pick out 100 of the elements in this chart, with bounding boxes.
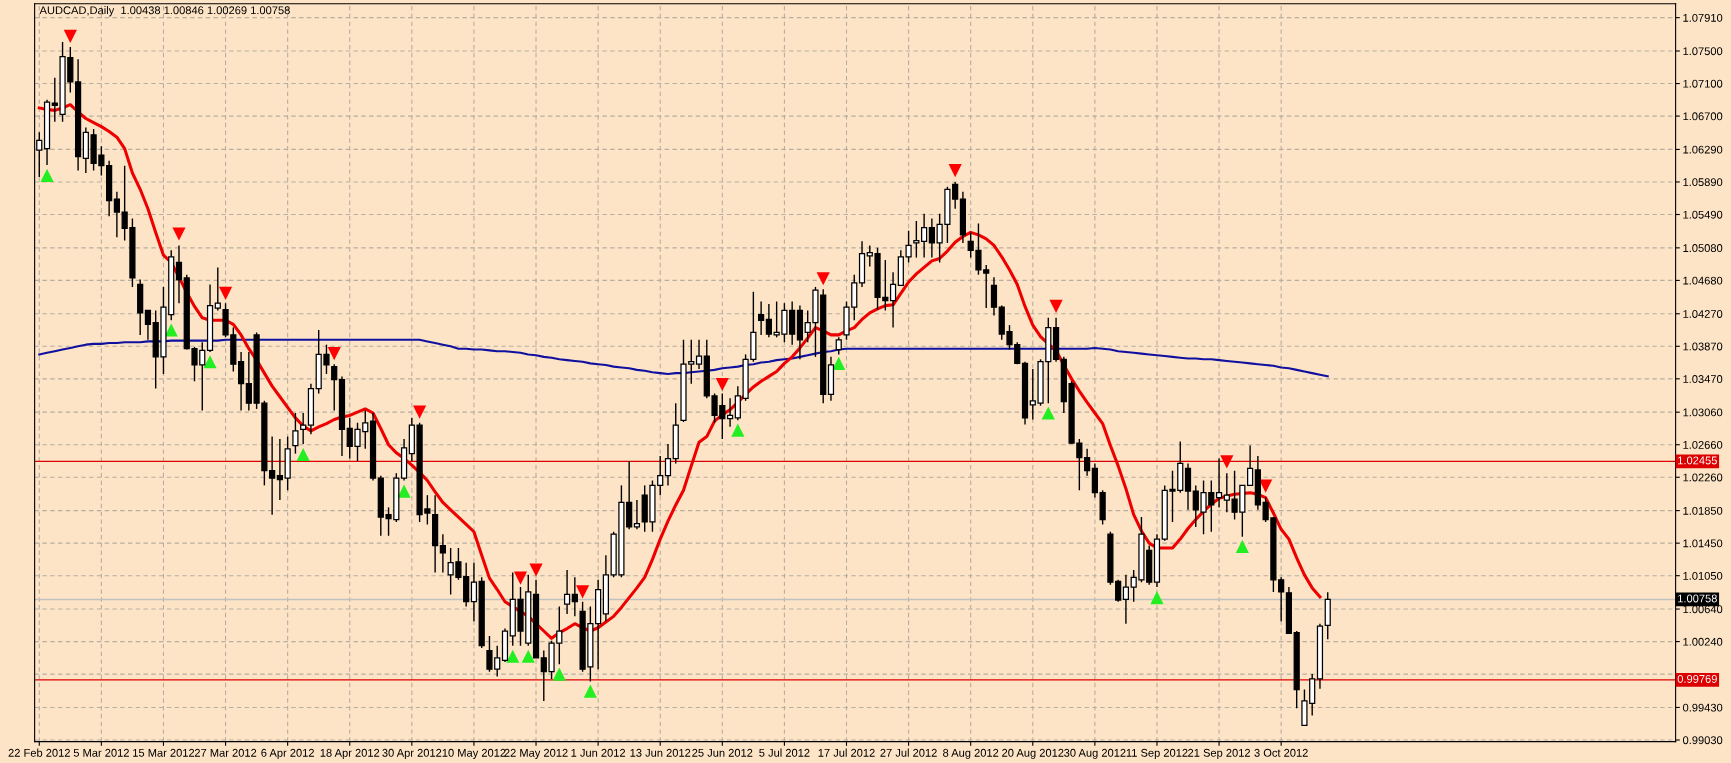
y-tick-label: 1.02260	[1683, 473, 1723, 482]
x-tick-label: 17 Jul 2012	[818, 748, 875, 757]
point	[296, 447, 310, 462]
line-series	[38, 338, 1329, 378]
x-tick-label: 21 Sep 2012	[1188, 748, 1251, 759]
candlestick	[571, 576, 578, 618]
point	[552, 667, 566, 681]
point	[397, 484, 411, 498]
point	[506, 649, 520, 663]
y-tick-label: 1.03060	[1683, 408, 1723, 417]
point	[63, 29, 77, 43]
y-tick-label: 1.03470	[1683, 375, 1723, 383]
y-tick-label: 1.04680	[1683, 276, 1723, 285]
candlestick	[664, 443, 672, 487]
candlestick	[765, 303, 772, 339]
x-tick-label: 6 Apr 2012	[261, 748, 314, 759]
y-tick-label: 0.99030	[1682, 736, 1723, 745]
x-tick-label: 5 Mar 2012	[73, 748, 129, 757]
x-tick-label: 3 Oct 2012	[1254, 748, 1308, 757]
point	[203, 355, 217, 369]
y-tick-label: 1.06290	[1683, 145, 1723, 154]
chart-title: AUDCAD,Daily 1.00438 1.00846 1.00269 1.00758	[39, 6, 290, 17]
candlestick	[175, 244, 183, 304]
point	[413, 405, 427, 419]
candlestick	[300, 412, 307, 445]
y-tick-label: 1.04270	[1683, 310, 1723, 318]
ref-line-label: 1.02455	[1678, 456, 1717, 465]
y-tick-label: 1.01450	[1683, 539, 1723, 548]
x-tick-label: 11 Sep 2012	[1126, 748, 1188, 759]
candlestick	[292, 412, 299, 455]
y-tick-label: 1.01850	[1683, 506, 1723, 515]
point	[1259, 479, 1273, 493]
y-tick-label: 1.07500	[1683, 47, 1723, 56]
candlestick	[1215, 457, 1223, 509]
candlestick	[913, 220, 920, 259]
candlestick	[726, 397, 734, 428]
y-tick-label: 1.02660	[1683, 440, 1723, 449]
ref-line-label: 0.99769	[1677, 675, 1717, 683]
point	[832, 356, 846, 370]
y-tick-label: 1.05490	[1683, 210, 1723, 219]
x-tick-label: 5 Jul 2012	[759, 748, 810, 757]
point	[172, 227, 186, 241]
candlestick	[758, 300, 765, 336]
candlestick	[563, 569, 571, 615]
candlestick	[237, 351, 245, 412]
point	[164, 323, 178, 337]
candlestick	[439, 533, 446, 574]
x-tick-label: 1 Jun 2012	[571, 748, 626, 757]
y-tick-label: 1.03870	[1683, 342, 1723, 351]
x-tick-label: 27 Mar 2012	[194, 748, 257, 757]
point	[513, 571, 528, 585]
point	[731, 423, 745, 437]
point	[1235, 539, 1249, 553]
point	[529, 563, 543, 577]
candlestick	[331, 363, 338, 412]
y-tick-label: 1.01050	[1683, 571, 1723, 580]
point	[1220, 455, 1234, 469]
ref-line-label: 1.00758	[1678, 594, 1717, 603]
point	[521, 649, 535, 663]
y-tick-label: 1.07910	[1683, 13, 1723, 22]
x-tick-label: 22 Feb 2012	[8, 748, 70, 757]
point	[40, 168, 54, 183]
point	[327, 347, 341, 361]
point	[218, 286, 233, 300]
y-tick-label: 0.99430	[1682, 703, 1723, 712]
point	[816, 272, 830, 286]
candlestick	[470, 561, 478, 622]
point	[583, 684, 597, 698]
candlestick	[1084, 448, 1091, 477]
x-tick-label: 18 Apr 2012	[320, 748, 380, 759]
y-tick-label: 1.00240	[1683, 637, 1723, 646]
candlestick	[695, 339, 703, 370]
point	[948, 163, 962, 178]
candlestick	[633, 499, 641, 531]
candlestick	[144, 309, 152, 341]
x-tick-label: 30 Aug 2012	[1064, 748, 1126, 759]
candlestick	[990, 276, 998, 317]
y-tick-label: 1.06700	[1683, 112, 1723, 121]
candlestick	[276, 438, 283, 501]
x-tick-label: 27 Jul 2012	[880, 748, 937, 757]
x-tick-label: 10 May 2012	[442, 748, 506, 759]
x-tick-label: 13 Jun 2012	[630, 748, 691, 757]
candlestick	[921, 212, 928, 259]
candlestick	[113, 191, 121, 238]
x-tick-label: 25 Jun 2012	[692, 748, 753, 757]
candlestick	[1184, 462, 1192, 511]
point	[715, 377, 729, 392]
x-tick-label: 20 Aug 2012	[1002, 748, 1064, 759]
x-tick-label: 30 Apr 2012	[382, 748, 442, 759]
candlestick	[1122, 574, 1130, 625]
y-tick-label: 1.05890	[1683, 178, 1723, 187]
point	[1041, 406, 1055, 420]
candlestick	[214, 266, 221, 312]
y-tick-label: 1.05080	[1683, 244, 1723, 252]
point	[576, 585, 590, 599]
candlestick	[928, 217, 935, 259]
x-tick-label: 8 Aug 2012	[943, 748, 999, 759]
candlestick	[1247, 444, 1254, 487]
x-tick-label: 22 May 2012	[504, 748, 568, 759]
y-tick-label: 1.07100	[1683, 79, 1723, 88]
